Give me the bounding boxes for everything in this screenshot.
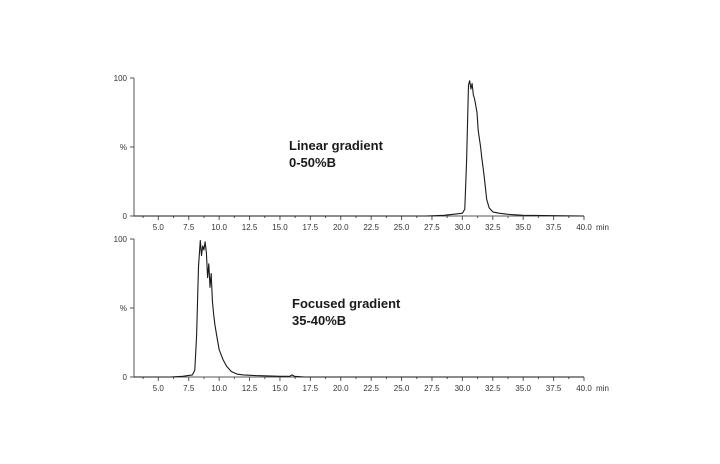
x-tick-label: 32.5 [485,223,501,232]
x-tick-label: 20.0 [333,384,349,393]
x-tick-label: 37.5 [546,384,562,393]
x-tick-label: 12.5 [242,384,258,393]
x-tick-label: 37.5 [546,223,562,232]
x-tick-label: 25.0 [394,223,410,232]
x-tick-label: 32.5 [485,384,501,393]
y-tick-label: 0 [123,212,128,221]
panel-annotation-line: 0-50%B [289,155,336,170]
x-tick-label: 10.0 [211,223,227,232]
x-tick-label: 20.0 [333,223,349,232]
x-tick-label: 35.0 [515,384,531,393]
x-tick-label: 27.5 [424,223,440,232]
chart-panel-2: 0% 100 5.0 7.5 10.0 12.5 15.0 17.5 20.0 22.5 25.0 2… [114,235,609,393]
x-tick-label: 40.0 [576,384,592,393]
y-tick-label: 100 [114,235,128,244]
y-tick-label: % [120,143,127,152]
panel-annotation-line: Linear gradient [289,138,384,153]
x-tick-label: 12.5 [242,223,258,232]
y-tick-label: 100 [114,74,128,83]
x-tick-label: 17.5 [303,223,319,232]
x-tick-label: 7.5 [183,223,195,232]
x-tick-label: 15.0 [272,223,288,232]
x-tick-label: 22.5 [363,223,379,232]
x-tick-label: 22.5 [363,384,379,393]
x-tick-label: 35.0 [515,223,531,232]
x-tick-label: 27.5 [424,384,440,393]
x-tick-label: 5.0 [153,223,165,232]
y-tick-label: % [120,304,127,313]
x-tick-label: 10.0 [211,384,227,393]
x-tick-label: 7.5 [183,384,195,393]
x-tick-label: 5.0 [153,384,165,393]
x-tick-label: 25.0 [394,384,410,393]
x-tick-label: 30.0 [455,384,471,393]
chromatogram-trace [134,80,585,217]
x-tick-label: 40.0 [576,223,592,232]
x-tick-label: 30.0 [455,223,471,232]
panel-annotation-line: 35-40%B [292,313,346,328]
chart-panel-1: 0% 100 5.0 7.5 10.0 12.5 15.0 17.5 20.0 22.5 25.0 2… [114,74,609,232]
y-tick-label: 0 [123,373,128,382]
x-tick-label: 15.0 [272,384,288,393]
panel-annotation-line: Focused gradient [292,296,401,311]
x-tick-label: 17.5 [303,384,319,393]
chromatogram-trace [134,239,584,378]
x-unit-label: min [596,384,609,393]
x-unit-label: min [596,223,609,232]
